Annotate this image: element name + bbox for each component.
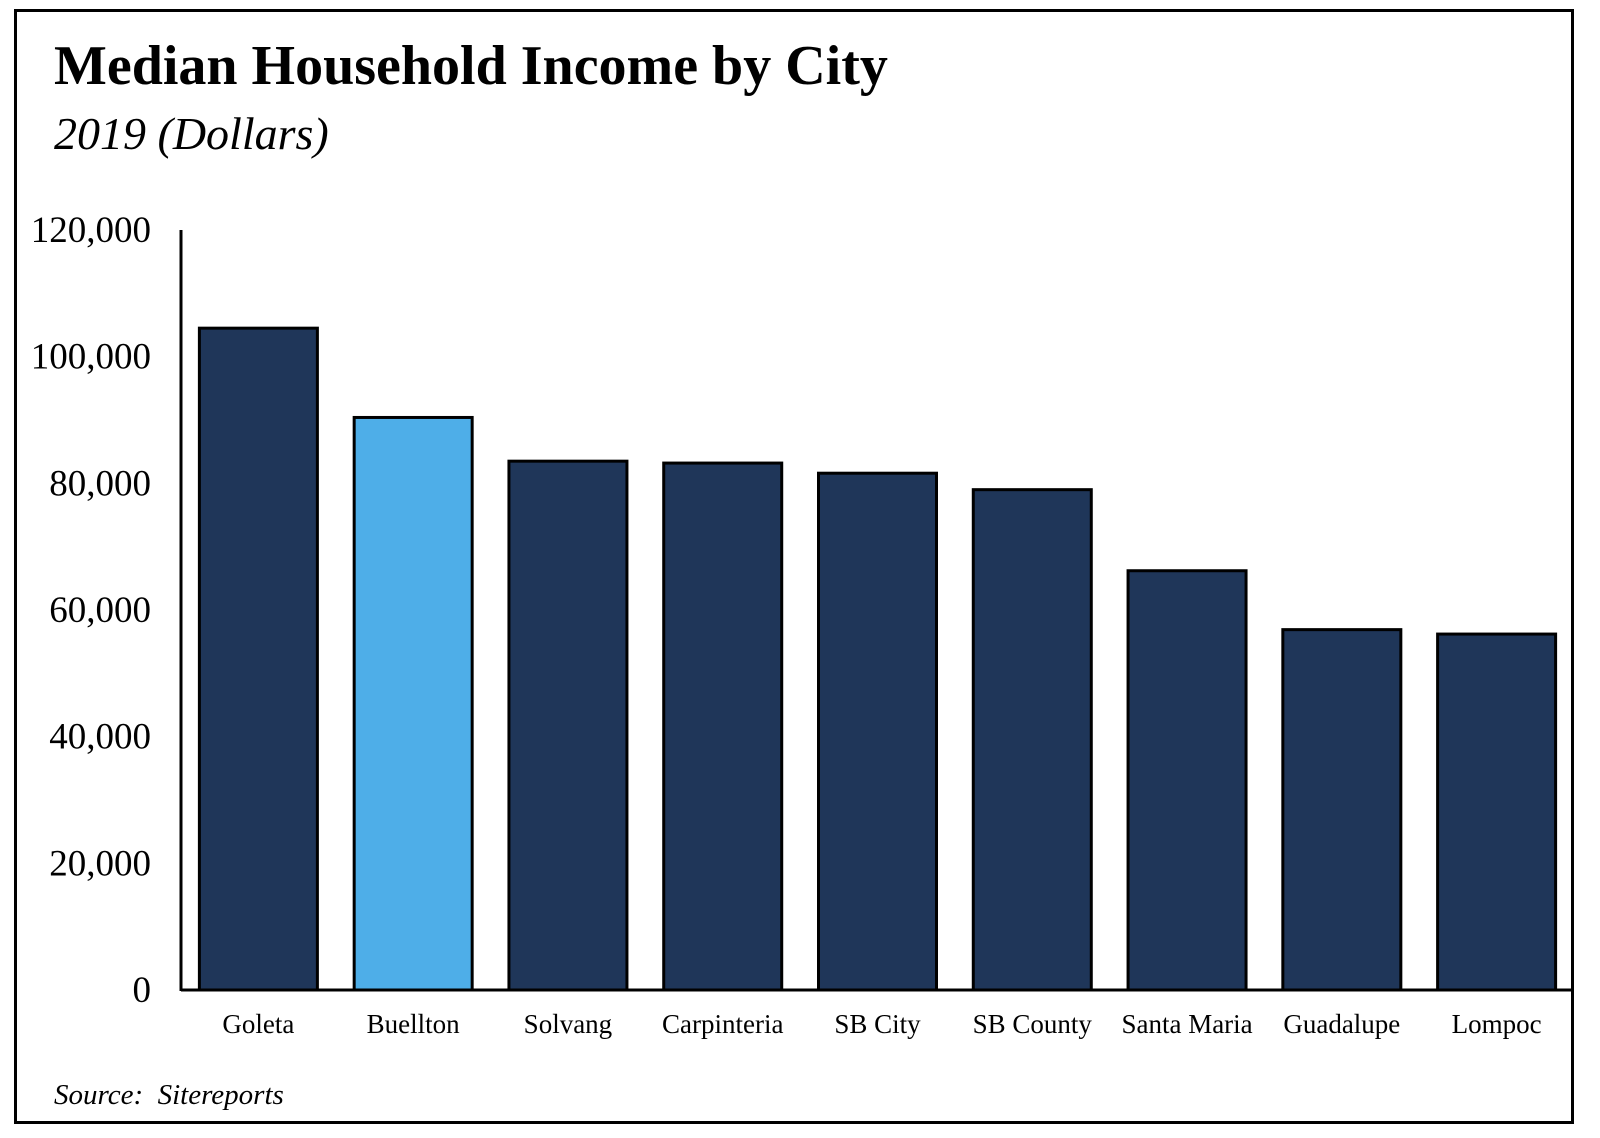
bar-solvang — [507, 459, 629, 992]
x-category-label: Santa Maria — [1121, 1009, 1252, 1039]
y-axis-ticks: 0 20,000 40,000 60,000 80,000 100,000 120,000 — [31, 210, 151, 1011]
bars-group — [197, 326, 1558, 992]
x-category-label: SB County — [973, 1009, 1093, 1039]
bar-goleta — [197, 326, 319, 992]
bar-carpinteria — [662, 461, 784, 992]
x-category-label: Lompoc — [1452, 1009, 1542, 1039]
source-note: Source: Sitereports — [54, 1079, 284, 1111]
y-tick-label: 100,000 — [31, 337, 151, 378]
y-tick-label: 40,000 — [49, 717, 151, 758]
bar-sb-city — [817, 471, 938, 992]
bar-buellton — [352, 415, 474, 992]
y-tick-label: 120,000 — [31, 210, 151, 251]
y-tick-label: 60,000 — [49, 590, 151, 631]
bar-guadalupe — [1281, 628, 1403, 992]
x-category-label: Buellton — [367, 1009, 460, 1039]
y-tick-label: 20,000 — [49, 843, 151, 884]
chart-title: Median Household Income by City — [54, 35, 888, 97]
y-tick-label: 0 — [133, 970, 152, 1011]
y-tick-label: 80,000 — [49, 463, 151, 504]
bar-lompoc — [1436, 632, 1558, 992]
x-category-label: Guadalupe — [1283, 1009, 1400, 1039]
x-category-label: SB City — [834, 1009, 921, 1039]
bar-sb-county — [971, 488, 1093, 992]
chart-subtitle: 2019 (Dollars) — [54, 108, 329, 159]
x-category-label: Goleta — [222, 1009, 294, 1039]
x-category-label: Solvang — [524, 1009, 613, 1039]
x-category-label: Carpinteria — [662, 1009, 783, 1039]
x-axis-labels: Goleta Buellton Solvang Carpinteria SB City S… — [222, 1009, 1541, 1039]
bar-santa-maria — [1126, 569, 1248, 992]
